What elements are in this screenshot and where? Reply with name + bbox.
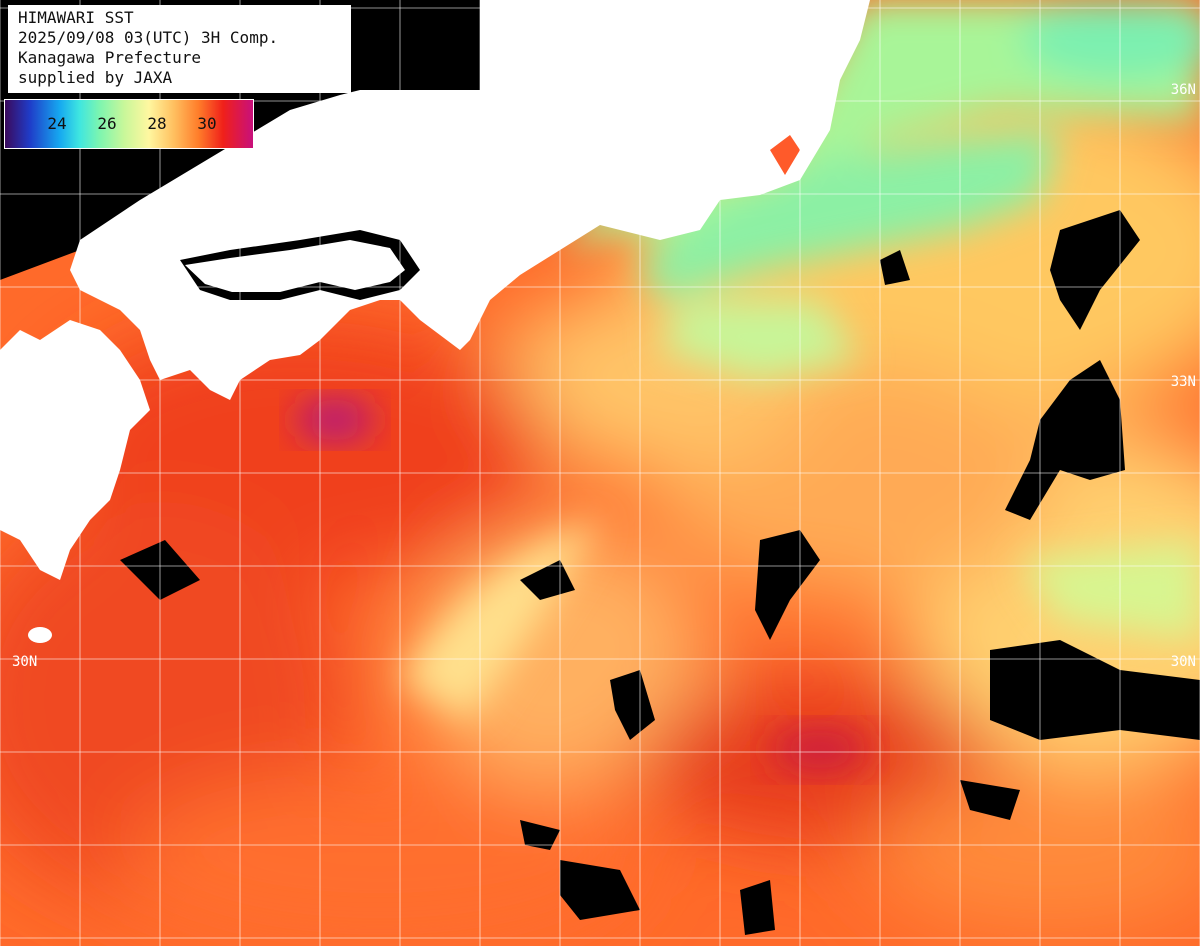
latitude-label: 36N (1171, 82, 1196, 98)
title-box: HIMAWARI SST 2025/09/08 03(UTC) 3H Comp.… (8, 5, 351, 93)
latitude-label: 30N (12, 654, 37, 670)
title-line-3: Kanagawa Prefecture (18, 48, 202, 67)
title-line-4: supplied by JAXA (18, 68, 173, 87)
longitude-label: 136E (484, 11, 500, 45)
hot-spot (295, 398, 375, 442)
colorbar-label: 24 (47, 114, 67, 133)
colorbar-label: 28 (147, 114, 167, 133)
hot-spot (770, 725, 870, 775)
latitude-label: 30N (1171, 654, 1196, 670)
title-line-2: 2025/09/08 03(UTC) 3H Comp. (18, 28, 279, 47)
temperature-colorbar: 24 26 28 30 (4, 99, 254, 149)
latitude-label: 33N (1171, 374, 1196, 390)
title-line-1: HIMAWARI SST (18, 8, 134, 27)
colorbar-label: 26 (97, 114, 117, 133)
colorbar-label: 30 (197, 114, 217, 133)
land-mass (0, 0, 870, 643)
